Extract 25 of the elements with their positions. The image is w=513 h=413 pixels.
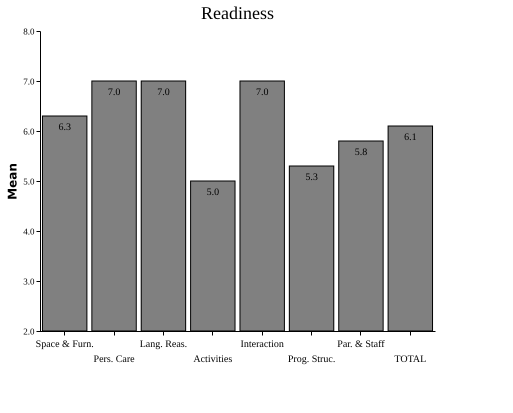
- x-tick-label: Par. & Staff: [337, 339, 386, 350]
- y-tick-label: 5.0: [23, 176, 35, 186]
- x-tick-label: Space & Furn.: [36, 339, 94, 350]
- data-label: 7.0: [256, 87, 268, 98]
- y-tick-label: 8.0: [23, 26, 35, 36]
- data-label: 5.3: [305, 172, 318, 183]
- y-tick-label: 3.0: [23, 276, 35, 286]
- data-label: 6.1: [404, 132, 417, 143]
- x-tick-label: Interaction: [240, 339, 284, 350]
- x-tick-label: Lang. Reas.: [140, 339, 188, 350]
- x-tick-label: Prog. Struc.: [288, 354, 336, 365]
- y-tick-label: 4.0: [23, 226, 35, 236]
- y-tick-label: 2.0: [23, 326, 35, 336]
- y-axis-title: Mean: [5, 163, 20, 200]
- chart-title: Readiness: [201, 3, 274, 23]
- data-label: 6.3: [58, 122, 71, 133]
- data-label: 7.0: [157, 87, 170, 98]
- x-tick-label: Pers. Care: [94, 354, 136, 365]
- data-label: 5.0: [206, 187, 220, 198]
- data-label: 7.0: [108, 87, 120, 98]
- data-label: 5.8: [354, 147, 368, 158]
- x-tick-label: TOTAL: [394, 354, 426, 365]
- x-tick-label: Activities: [193, 354, 232, 365]
- y-tick-label: 7.0: [23, 76, 35, 86]
- y-tick-label: 6.0: [23, 126, 35, 136]
